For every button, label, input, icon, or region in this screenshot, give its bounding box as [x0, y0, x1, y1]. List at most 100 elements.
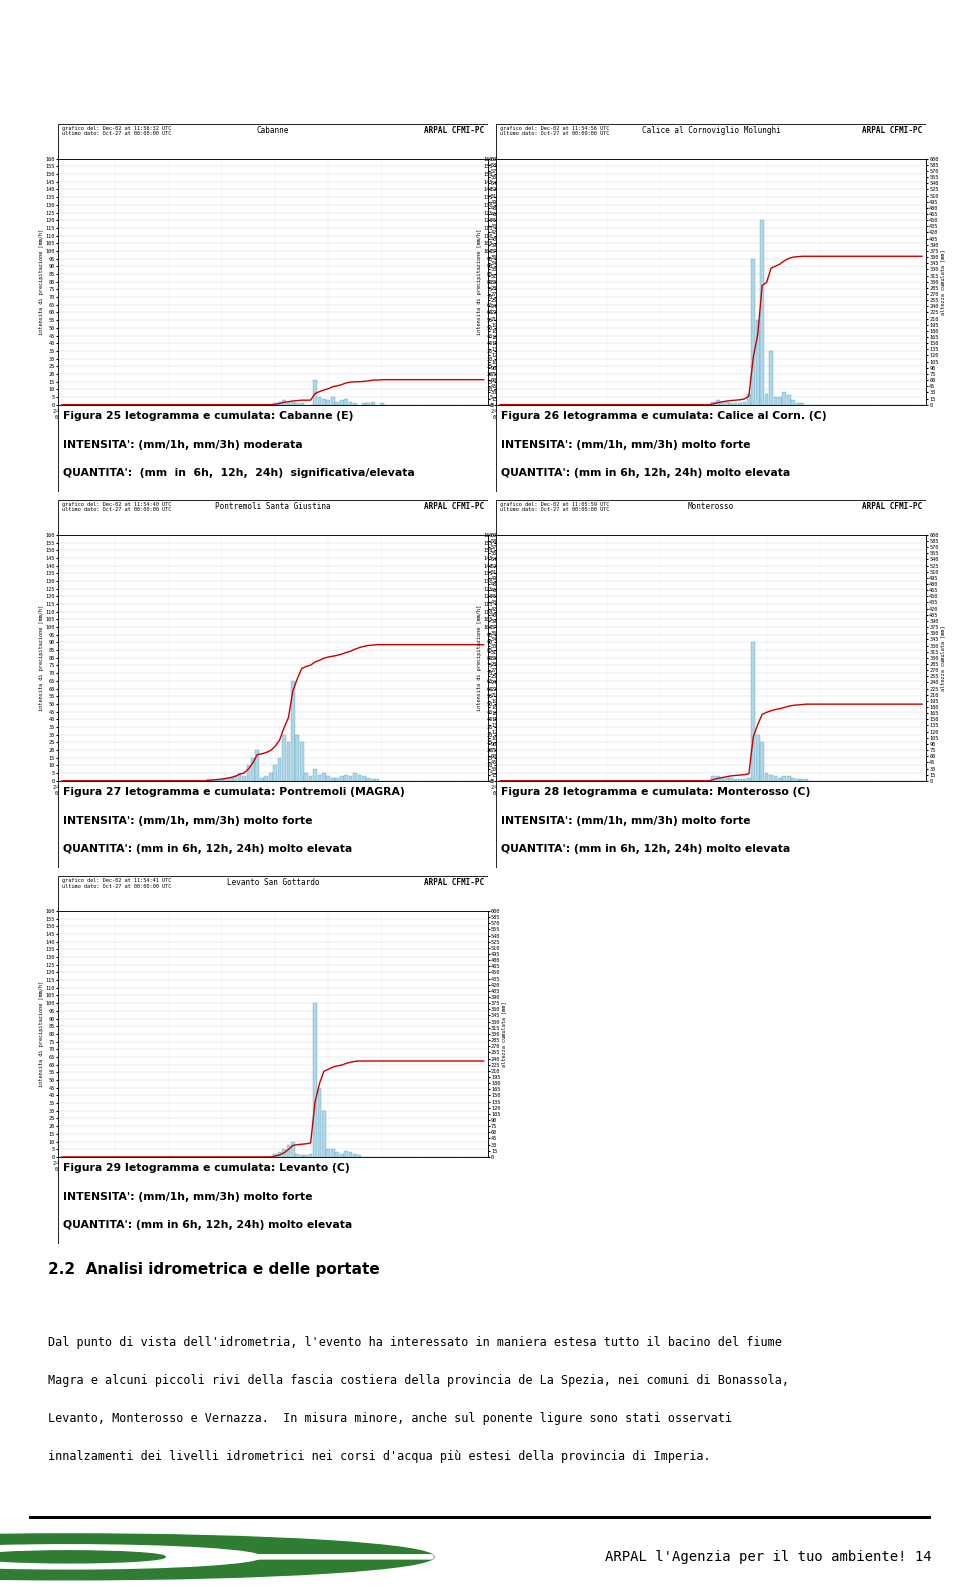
Text: INTENSITA': (mm/1h, mm/3h) molto forte: INTENSITA': (mm/1h, mm/3h) molto forte	[62, 1192, 312, 1201]
Bar	[747, 778, 751, 781]
Bar	[345, 398, 348, 405]
Bar	[300, 743, 303, 781]
Bar	[787, 395, 791, 405]
Text: Dal punto di vista dell'idrometria, l'evento ha interessato in maniera estesa tu: Dal punto di vista dell'idrometria, l'ev…	[48, 1336, 781, 1349]
Bar	[782, 392, 786, 405]
Bar	[756, 321, 759, 405]
Bar	[326, 1149, 330, 1157]
X-axis label: data (ora UTC): data (ora UTC)	[251, 1174, 296, 1179]
Bar	[353, 773, 357, 781]
Text: Monterosso: Monterosso	[688, 501, 734, 511]
Bar	[791, 778, 795, 781]
Y-axis label: intensita di precipitazione [mm/h]: intensita di precipitazione [mm/h]	[477, 229, 482, 335]
Text: grafico del: Dec-02 at 11:54:40 UTC
ultimo dato: Oct-27 at 00:00:00 UTC: grafico del: Dec-02 at 11:54:40 UTC ulti…	[61, 501, 171, 513]
Text: QUANTITA': (mm in 6h, 12h, 24h) molto elevata: QUANTITA': (mm in 6h, 12h, 24h) molto el…	[501, 844, 790, 854]
Text: ARPAL CFMI-PC: ARPAL CFMI-PC	[862, 501, 923, 511]
Bar	[291, 1141, 295, 1157]
X-axis label: data (ora UTC): data (ora UTC)	[251, 422, 296, 427]
X-axis label: data (ora UTC): data (ora UTC)	[688, 798, 733, 803]
Text: Pontremoli Santa Giustina: Pontremoli Santa Giustina	[215, 501, 330, 511]
Text: Figura 29 Ietogramma e cumulata: Levanto (C): Figura 29 Ietogramma e cumulata: Levanto…	[62, 1163, 349, 1173]
Bar	[711, 776, 715, 781]
Bar	[791, 400, 795, 405]
Text: Calice al Cornoviglio Molunghi: Calice al Cornoviglio Molunghi	[641, 125, 780, 135]
Y-axis label: altezza cumulata [mm]: altezza cumulata [mm]	[940, 249, 945, 314]
Text: Figura 25 Ietogramma e cumulata: Cabanne (E): Figura 25 Ietogramma e cumulata: Cabanne…	[62, 411, 353, 421]
Text: ARPAL CFMI-PC: ARPAL CFMI-PC	[423, 125, 484, 135]
Bar	[313, 768, 317, 781]
Bar	[228, 778, 232, 781]
Text: INTENSITA': (mm/1h, mm/3h) moderata: INTENSITA': (mm/1h, mm/3h) moderata	[62, 440, 302, 449]
Y-axis label: altezza cumulata [mm]: altezza cumulata [mm]	[502, 625, 507, 690]
Bar	[318, 774, 322, 781]
Bar	[309, 776, 313, 781]
Bar	[752, 259, 756, 405]
Bar	[720, 778, 724, 781]
Text: Levanto San Gottardo: Levanto San Gottardo	[227, 878, 319, 887]
Circle shape	[0, 1544, 261, 1570]
Bar	[322, 773, 325, 781]
Bar	[765, 773, 769, 781]
Bar	[274, 1154, 277, 1157]
Bar	[282, 1149, 286, 1157]
Bar	[752, 643, 756, 781]
Bar	[264, 776, 268, 781]
Text: grafico del: Dec-02 at 11:54:56 UTC
ultimo dato: Oct-27 at 00:00:00 UTC: grafico del: Dec-02 at 11:54:56 UTC ulti…	[500, 125, 610, 136]
Bar	[296, 1154, 300, 1157]
Text: QUANTITA': (mm in 6h, 12h, 24h) molto elevata: QUANTITA': (mm in 6h, 12h, 24h) molto el…	[501, 468, 790, 478]
Circle shape	[0, 1535, 434, 1579]
Text: ARPAL CFMI-PC: ARPAL CFMI-PC	[423, 878, 484, 887]
Bar	[331, 1149, 335, 1157]
Bar	[277, 757, 281, 781]
Text: Figura 26 Ietogramma e cumulata: Calice al Corn. (C): Figura 26 Ietogramma e cumulata: Calice …	[501, 411, 827, 421]
Bar	[282, 735, 286, 781]
Bar	[787, 776, 791, 781]
Bar	[371, 402, 374, 405]
Bar	[340, 776, 344, 781]
Text: QUANTITA': (mm in 6h, 12h, 24h) molto elevata: QUANTITA': (mm in 6h, 12h, 24h) molto el…	[62, 1220, 352, 1230]
Bar	[742, 402, 746, 405]
Text: INTENSITA': (mm/1h, mm/3h) molto forte: INTENSITA': (mm/1h, mm/3h) molto forte	[501, 816, 751, 825]
Bar	[769, 774, 773, 781]
Y-axis label: altezza cumulata [mm]: altezza cumulata [mm]	[502, 1001, 507, 1066]
Text: Figura 28 Ietogramma e cumulata: Monterosso (C): Figura 28 Ietogramma e cumulata: Montero…	[501, 787, 810, 797]
Bar	[348, 402, 352, 405]
Bar	[326, 400, 330, 405]
Bar	[335, 1152, 339, 1157]
Text: innalzamenti dei livelli idrometrici nei corsi d'acqua più estesi della provinci: innalzamenti dei livelli idrometrici nei…	[48, 1451, 710, 1463]
X-axis label: data (ora UTC): data (ora UTC)	[688, 422, 733, 427]
Bar	[778, 397, 781, 405]
Bar	[260, 778, 264, 781]
Bar	[291, 402, 295, 405]
Bar	[255, 751, 259, 781]
Bar	[286, 743, 290, 781]
Bar	[345, 774, 348, 781]
Text: ARPAL CFMI-PC: ARPAL CFMI-PC	[862, 125, 923, 135]
Bar	[716, 400, 720, 405]
Text: 2.2  Analisi idrometrica e delle portate: 2.2 Analisi idrometrica e delle portate	[48, 1262, 380, 1278]
Text: INTENSITA': (mm/1h, mm/3h) molto forte: INTENSITA': (mm/1h, mm/3h) molto forte	[62, 816, 312, 825]
Bar	[296, 735, 300, 781]
Text: ARPAL l'Agenzia per il tuo ambiente! 14: ARPAL l'Agenzia per il tuo ambiente! 14	[605, 1550, 931, 1563]
Bar	[367, 778, 371, 781]
Bar	[345, 1151, 348, 1157]
Circle shape	[0, 1550, 165, 1563]
Bar	[242, 776, 246, 781]
Bar	[309, 1154, 313, 1157]
Bar	[282, 400, 286, 405]
Bar	[225, 778, 228, 781]
Y-axis label: intensita di precipitazione [mm/h]: intensita di precipitazione [mm/h]	[477, 605, 482, 711]
Text: INTENSITA': (mm/1h, mm/3h) molto forte: INTENSITA': (mm/1h, mm/3h) molto forte	[501, 440, 751, 449]
Bar	[286, 1144, 290, 1157]
Bar	[247, 765, 251, 781]
Bar	[291, 681, 295, 781]
Bar	[756, 735, 759, 781]
Bar	[277, 402, 281, 405]
Bar	[340, 1154, 344, 1157]
Bar	[269, 773, 273, 781]
Bar	[331, 397, 335, 405]
Bar	[765, 394, 769, 405]
Bar	[348, 1152, 352, 1157]
Text: QUANTITA':  (mm  in  6h,  12h,  24h)  significativa/elevata: QUANTITA': (mm in 6h, 12h, 24h) signific…	[62, 468, 415, 478]
Text: ARPAL CFMI-PC: ARPAL CFMI-PC	[423, 501, 484, 511]
